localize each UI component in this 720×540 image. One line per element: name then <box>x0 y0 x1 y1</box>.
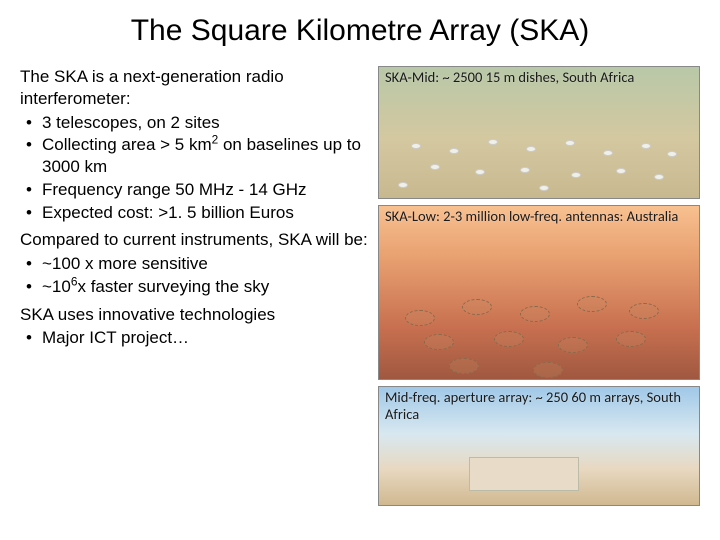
bullet-list-1: 3 telescopes, on 2 sites Collecting area… <box>20 112 368 224</box>
compare-text: Compared to current instruments, SKA wil… <box>20 229 368 251</box>
caption-ska-mid: SKA-Mid: ~ 2500 15 m dishes, South Afric… <box>385 69 695 86</box>
tech-text: SKA uses innovative technologies <box>20 304 368 326</box>
list-item: Expected cost: >1. 5 billion Euros <box>42 202 368 224</box>
list-item: ~100 x more sensitive <box>42 253 368 275</box>
bullet-list-2: ~100 x more sensitive ~106x faster surve… <box>20 253 368 298</box>
building-decor <box>469 457 579 491</box>
image-panel-ska-mid: SKA-Mid: ~ 2500 15 m dishes, South Afric… <box>378 66 700 199</box>
right-column: SKA-Mid: ~ 2500 15 m dishes, South Afric… <box>378 66 700 506</box>
image-panel-ska-low: SKA-Low: 2-3 million low-freq. antennas:… <box>378 205 700 380</box>
list-item: ~106x faster surveying the sky <box>42 276 368 298</box>
list-item: Collecting area > 5 km2 on baselines up … <box>42 134 368 178</box>
intro-text: The SKA is a next-generation radio inter… <box>20 66 368 110</box>
text-fragment: x faster surveying the sky <box>77 277 269 296</box>
caption-ska-low: SKA-Low: 2-3 million low-freq. antennas:… <box>385 208 695 225</box>
list-item: 3 telescopes, on 2 sites <box>42 112 368 134</box>
image-panel-aperture-array: Mid-freq. aperture array: ~ 250 60 m arr… <box>378 386 700 506</box>
left-column: The SKA is a next-generation radio inter… <box>20 66 368 506</box>
page-title: The Square Kilometre Array (SKA) <box>20 14 700 48</box>
dish-field-decor <box>379 67 699 198</box>
text-fragment: Collecting area > 5 km <box>42 135 212 154</box>
caption-aperture-array: Mid-freq. aperture array: ~ 250 60 m arr… <box>385 389 695 424</box>
slide: The Square Kilometre Array (SKA) The SKA… <box>0 0 720 540</box>
list-item: Frequency range 50 MHz - 14 GHz <box>42 179 368 201</box>
list-item: Major ICT project… <box>42 327 368 349</box>
bullet-list-3: Major ICT project… <box>20 327 368 349</box>
body-row: The SKA is a next-generation radio inter… <box>20 66 700 506</box>
text-fragment: ~10 <box>42 277 71 296</box>
